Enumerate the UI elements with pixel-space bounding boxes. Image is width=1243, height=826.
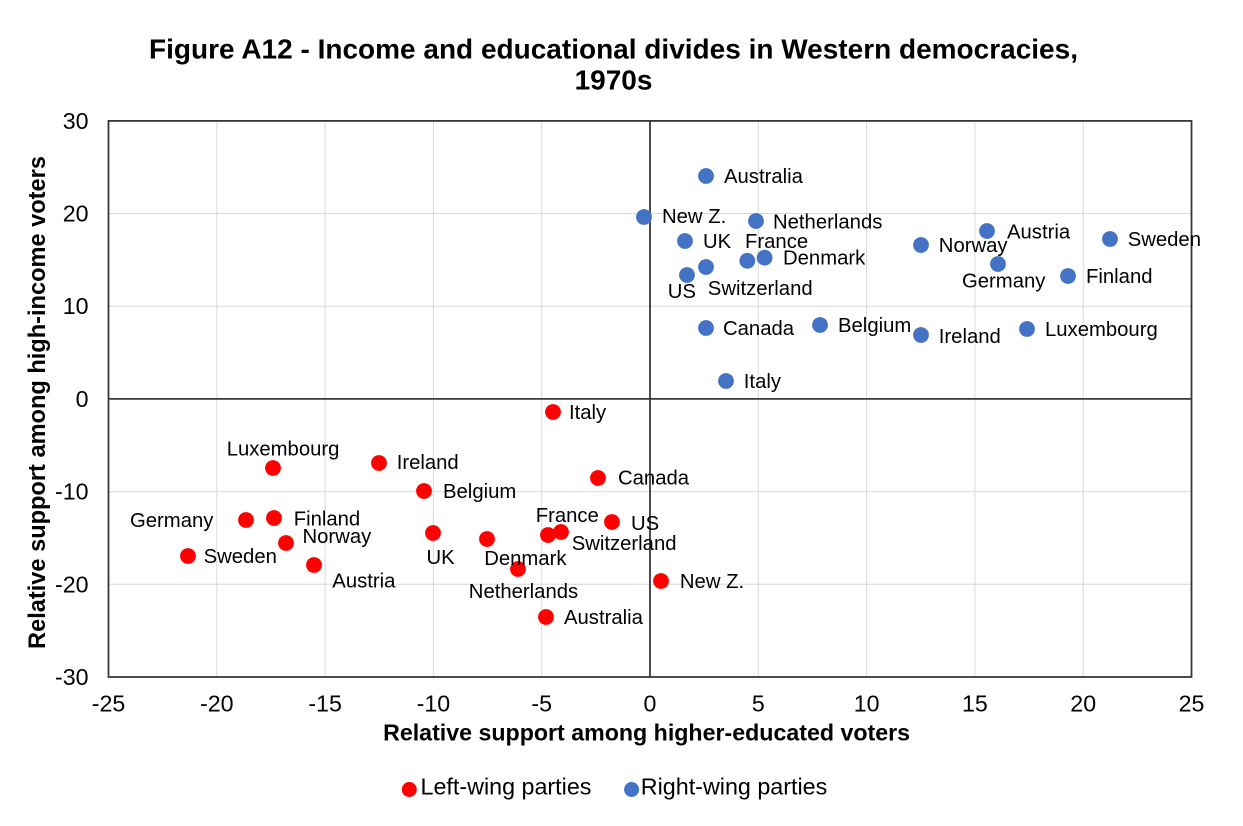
- svg-text:UK: UK: [427, 547, 456, 569]
- svg-text:Denmark: Denmark: [484, 548, 567, 570]
- svg-text:0: 0: [76, 386, 89, 412]
- svg-text:Left-wing parties: Left-wing parties: [421, 774, 592, 800]
- svg-text:UK: UK: [703, 231, 732, 253]
- svg-text:Belgium: Belgium: [443, 481, 516, 503]
- svg-text:Relative support among higher-: Relative support among higher-educated v…: [383, 720, 910, 746]
- svg-text:1970s: 1970s: [575, 65, 653, 96]
- svg-text:New Z.: New Z.: [680, 571, 744, 593]
- svg-text:Norway: Norway: [939, 235, 1009, 257]
- svg-text:Canada: Canada: [723, 318, 795, 340]
- svg-text:20: 20: [1070, 691, 1096, 717]
- svg-text:Right-wing parties: Right-wing parties: [641, 774, 827, 800]
- svg-text:-20: -20: [200, 691, 234, 717]
- svg-text:Norway: Norway: [303, 526, 373, 548]
- svg-text:Denmark: Denmark: [783, 248, 866, 270]
- svg-text:Australia: Australia: [564, 607, 644, 629]
- svg-text:France: France: [536, 505, 599, 527]
- svg-text:Finland: Finland: [294, 509, 361, 531]
- svg-text:Luxembourg: Luxembourg: [1045, 319, 1158, 341]
- svg-text:Luxembourg: Luxembourg: [227, 439, 340, 461]
- svg-text:Italy: Italy: [744, 371, 782, 393]
- svg-text:Austria: Austria: [1007, 222, 1071, 244]
- svg-text:Austria: Austria: [332, 571, 396, 593]
- svg-text:-20: -20: [55, 571, 89, 597]
- svg-text:10: 10: [63, 293, 89, 319]
- svg-text:20: 20: [63, 201, 89, 227]
- svg-text:Ireland: Ireland: [397, 452, 459, 474]
- svg-text:Ireland: Ireland: [939, 326, 1001, 348]
- svg-text:-10: -10: [417, 691, 451, 717]
- svg-text:30: 30: [63, 108, 89, 134]
- svg-text:10: 10: [854, 691, 880, 717]
- svg-text:Sweden: Sweden: [204, 546, 277, 568]
- svg-text:Germany: Germany: [130, 510, 214, 532]
- svg-text:Belgium: Belgium: [838, 315, 911, 337]
- svg-text:France: France: [745, 231, 808, 253]
- svg-text:Canada: Canada: [618, 468, 690, 490]
- svg-text:5: 5: [752, 691, 765, 717]
- svg-text:-30: -30: [55, 664, 89, 690]
- svg-text:Netherlands: Netherlands: [773, 212, 882, 234]
- svg-text:US: US: [631, 513, 659, 535]
- svg-text:-5: -5: [531, 691, 552, 717]
- svg-text:-15: -15: [308, 691, 342, 717]
- svg-text:New Z.: New Z.: [662, 206, 726, 228]
- svg-text:0: 0: [644, 691, 657, 717]
- svg-text:25: 25: [1179, 691, 1205, 717]
- svg-text:Switzerland: Switzerland: [708, 278, 813, 300]
- svg-text:Relative support among high-in: Relative support among high-income voter…: [25, 156, 51, 649]
- svg-text:Germany: Germany: [962, 271, 1046, 293]
- svg-text:Australia: Australia: [724, 166, 804, 188]
- svg-text:Netherlands: Netherlands: [469, 581, 578, 603]
- svg-text:Switzerland: Switzerland: [572, 533, 677, 555]
- svg-text:Italy: Italy: [569, 402, 607, 424]
- svg-text:Sweden: Sweden: [1128, 229, 1201, 251]
- svg-text:US: US: [668, 281, 696, 303]
- svg-text:Finland: Finland: [1086, 266, 1153, 288]
- svg-text:Figure A12 - Income and educat: Figure A12 - Income and educational divi…: [149, 34, 1078, 65]
- svg-text:-10: -10: [55, 479, 89, 505]
- svg-text:-25: -25: [92, 691, 126, 717]
- svg-text:15: 15: [962, 691, 988, 717]
